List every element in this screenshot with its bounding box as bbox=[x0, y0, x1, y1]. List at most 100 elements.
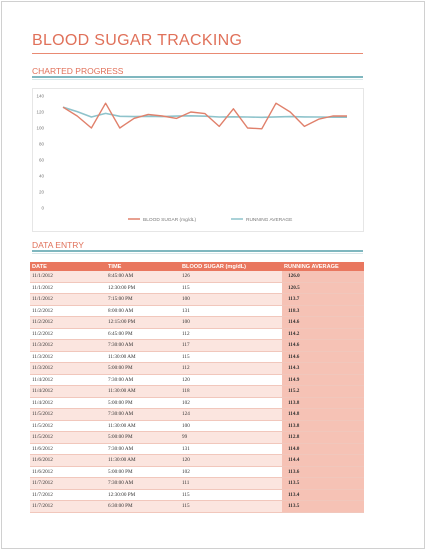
cell-time[interactable]: 5:00:00 PM bbox=[106, 431, 180, 444]
series-line-blood-sugar bbox=[62, 102, 347, 130]
cell-time[interactable]: 5:00:00 PM bbox=[106, 466, 180, 478]
table-row: 11/2/2012 8:00:00 AM 131 118.3 bbox=[30, 305, 364, 317]
cell-blood-sugar[interactable]: 115 bbox=[180, 351, 282, 363]
cell-running-average[interactable]: 112.8 bbox=[282, 431, 364, 444]
cell-time[interactable]: 7:30:00 AM bbox=[106, 408, 180, 421]
cell-date[interactable]: 11/1/2012 bbox=[30, 282, 106, 294]
cell-date[interactable]: 11/1/2012 bbox=[30, 271, 106, 283]
cell-time[interactable]: 11:30:00 AM bbox=[106, 385, 180, 398]
cell-blood-sugar[interactable]: 99 bbox=[180, 431, 282, 444]
cell-blood-sugar[interactable]: 100 bbox=[180, 420, 282, 432]
cell-blood-sugar[interactable]: 100 bbox=[180, 293, 282, 306]
cell-blood-sugar[interactable]: 126 bbox=[180, 271, 282, 283]
cell-running-average[interactable]: 114.3 bbox=[282, 362, 364, 375]
cell-running-average[interactable]: 126.0 bbox=[282, 271, 364, 283]
table-row: 11/2/2012 6:45:00 PM 112 114.2 bbox=[30, 328, 364, 340]
cell-time[interactable]: 6:30:00 PM bbox=[106, 500, 180, 513]
blood-sugar-chart: 140 120 100 80 60 40 20 0 BLOOD SUGAR (mg/dL) RUN… bbox=[36, 94, 347, 223]
cell-time[interactable]: 7:30:00 AM bbox=[106, 374, 180, 386]
cell-date[interactable]: 11/3/2012 bbox=[30, 362, 106, 375]
chart-area: 140 120 100 80 60 40 20 0 BLOOD SUGAR (mg/dL) RUN… bbox=[32, 88, 364, 232]
cell-blood-sugar[interactable]: 112 bbox=[180, 362, 282, 375]
header-running-average[interactable]: RUNNING AVERAGE bbox=[282, 262, 364, 271]
cell-date[interactable]: 11/7/2012 bbox=[30, 489, 106, 501]
cell-blood-sugar[interactable]: 102 bbox=[180, 466, 282, 478]
cell-running-average[interactable]: 114.4 bbox=[282, 454, 364, 467]
cell-time[interactable]: 7:15:00 PM bbox=[106, 293, 180, 306]
cell-time[interactable]: 12:30:00 PM bbox=[106, 282, 180, 294]
cell-running-average[interactable]: 113.5 bbox=[282, 500, 364, 513]
cell-blood-sugar[interactable]: 115 bbox=[180, 500, 282, 513]
cell-date[interactable]: 11/3/2012 bbox=[30, 351, 106, 363]
cell-date[interactable]: 11/7/2012 bbox=[30, 477, 106, 490]
cell-blood-sugar[interactable]: 117 bbox=[180, 339, 282, 352]
cell-blood-sugar[interactable]: 100 bbox=[180, 316, 282, 329]
y-tick-label: 0 bbox=[41, 206, 44, 211]
cell-running-average[interactable]: 114.6 bbox=[282, 339, 364, 352]
cell-date[interactable]: 11/6/2012 bbox=[30, 454, 106, 467]
cell-date[interactable]: 11/6/2012 bbox=[30, 443, 106, 455]
header-blood-sugar[interactable]: BLOOD SUGAR (mg/dL) bbox=[180, 262, 282, 271]
cell-date[interactable]: 11/4/2012 bbox=[30, 374, 106, 386]
cell-time[interactable]: 7:30:00 AM bbox=[106, 339, 180, 352]
cell-running-average[interactable]: 114.9 bbox=[282, 374, 364, 386]
cell-time[interactable]: 5:00:00 PM bbox=[106, 397, 180, 409]
table-row: 11/6/2012 7:30:00 AM 131 114.0 bbox=[30, 443, 364, 455]
cell-running-average[interactable]: 113.5 bbox=[282, 477, 364, 490]
cell-date[interactable]: 11/4/2012 bbox=[30, 397, 106, 409]
cell-date[interactable]: 11/3/2012 bbox=[30, 339, 106, 352]
cell-date[interactable]: 11/7/2012 bbox=[30, 500, 106, 513]
cell-running-average[interactable]: 114.6 bbox=[282, 351, 364, 363]
cell-running-average[interactable]: 113.7 bbox=[282, 293, 364, 306]
cell-running-average[interactable]: 113.8 bbox=[282, 420, 364, 432]
cell-time[interactable]: 7:30:00 AM bbox=[106, 443, 180, 455]
cell-running-average[interactable]: 114.6 bbox=[282, 316, 364, 329]
cell-blood-sugar[interactable]: 115 bbox=[180, 282, 282, 294]
cell-blood-sugar[interactable]: 115 bbox=[180, 489, 282, 501]
cell-date[interactable]: 11/2/2012 bbox=[30, 316, 106, 329]
header-date[interactable]: DATE bbox=[30, 262, 106, 271]
cell-date[interactable]: 11/6/2012 bbox=[30, 466, 106, 478]
cell-blood-sugar[interactable]: 118 bbox=[180, 385, 282, 398]
cell-blood-sugar[interactable]: 120 bbox=[180, 454, 282, 467]
cell-blood-sugar[interactable]: 112 bbox=[180, 328, 282, 340]
legend-label: BLOOD SUGAR (mg/dL) bbox=[143, 217, 196, 223]
cell-blood-sugar[interactable]: 124 bbox=[180, 408, 282, 421]
cell-blood-sugar[interactable]: 111 bbox=[180, 477, 282, 490]
cell-running-average[interactable]: 114.0 bbox=[282, 443, 364, 455]
cell-date[interactable]: 11/4/2012 bbox=[30, 385, 106, 398]
cell-running-average[interactable]: 114.8 bbox=[282, 408, 364, 421]
cell-date[interactable]: 11/5/2012 bbox=[30, 420, 106, 432]
cell-time[interactable]: 11:30:00 AM bbox=[106, 454, 180, 467]
cell-running-average[interactable]: 114.2 bbox=[282, 328, 364, 340]
cell-blood-sugar[interactable]: 131 bbox=[180, 443, 282, 455]
cell-time[interactable]: 12:30:00 PM bbox=[106, 489, 180, 501]
cell-blood-sugar[interactable]: 120 bbox=[180, 374, 282, 386]
cell-running-average[interactable]: 113.8 bbox=[282, 397, 364, 409]
cell-date[interactable]: 11/2/2012 bbox=[30, 305, 106, 317]
cell-time[interactable]: 6:45:00 PM bbox=[106, 328, 180, 340]
cell-time[interactable]: 11:30:00 AM bbox=[106, 351, 180, 363]
cell-date[interactable]: 11/1/2012 bbox=[30, 293, 106, 306]
cell-blood-sugar[interactable]: 102 bbox=[180, 397, 282, 409]
y-tick-label: 20 bbox=[39, 190, 45, 195]
cell-date[interactable]: 11/5/2012 bbox=[30, 408, 106, 421]
cell-running-average[interactable]: 113.6 bbox=[282, 466, 364, 478]
cell-running-average[interactable]: 118.3 bbox=[282, 305, 364, 317]
cell-date[interactable]: 11/2/2012 bbox=[30, 328, 106, 340]
cell-running-average[interactable]: 115.2 bbox=[282, 385, 364, 398]
cell-time[interactable]: 5:00:00 PM bbox=[106, 362, 180, 375]
table-row: 11/6/2012 5:00:00 PM 102 113.6 bbox=[30, 466, 364, 478]
cell-time[interactable]: 8:45:00 AM bbox=[106, 271, 180, 283]
cell-running-average[interactable]: 120.5 bbox=[282, 282, 364, 294]
table-row: 11/6/2012 11:30:00 AM 120 114.4 bbox=[30, 454, 364, 467]
header-time[interactable]: TIME bbox=[106, 262, 180, 271]
cell-time[interactable]: 11:30:00 AM bbox=[106, 420, 180, 432]
cell-time[interactable]: 7:30:00 AM bbox=[106, 477, 180, 490]
cell-time[interactable]: 8:00:00 AM bbox=[106, 305, 180, 317]
cell-blood-sugar[interactable]: 131 bbox=[180, 305, 282, 317]
table-row: 11/4/2012 7:30:00 AM 120 114.9 bbox=[30, 374, 364, 386]
cell-time[interactable]: 12:15:00 PM bbox=[106, 316, 180, 329]
cell-running-average[interactable]: 113.4 bbox=[282, 489, 364, 501]
cell-date[interactable]: 11/5/2012 bbox=[30, 431, 106, 444]
